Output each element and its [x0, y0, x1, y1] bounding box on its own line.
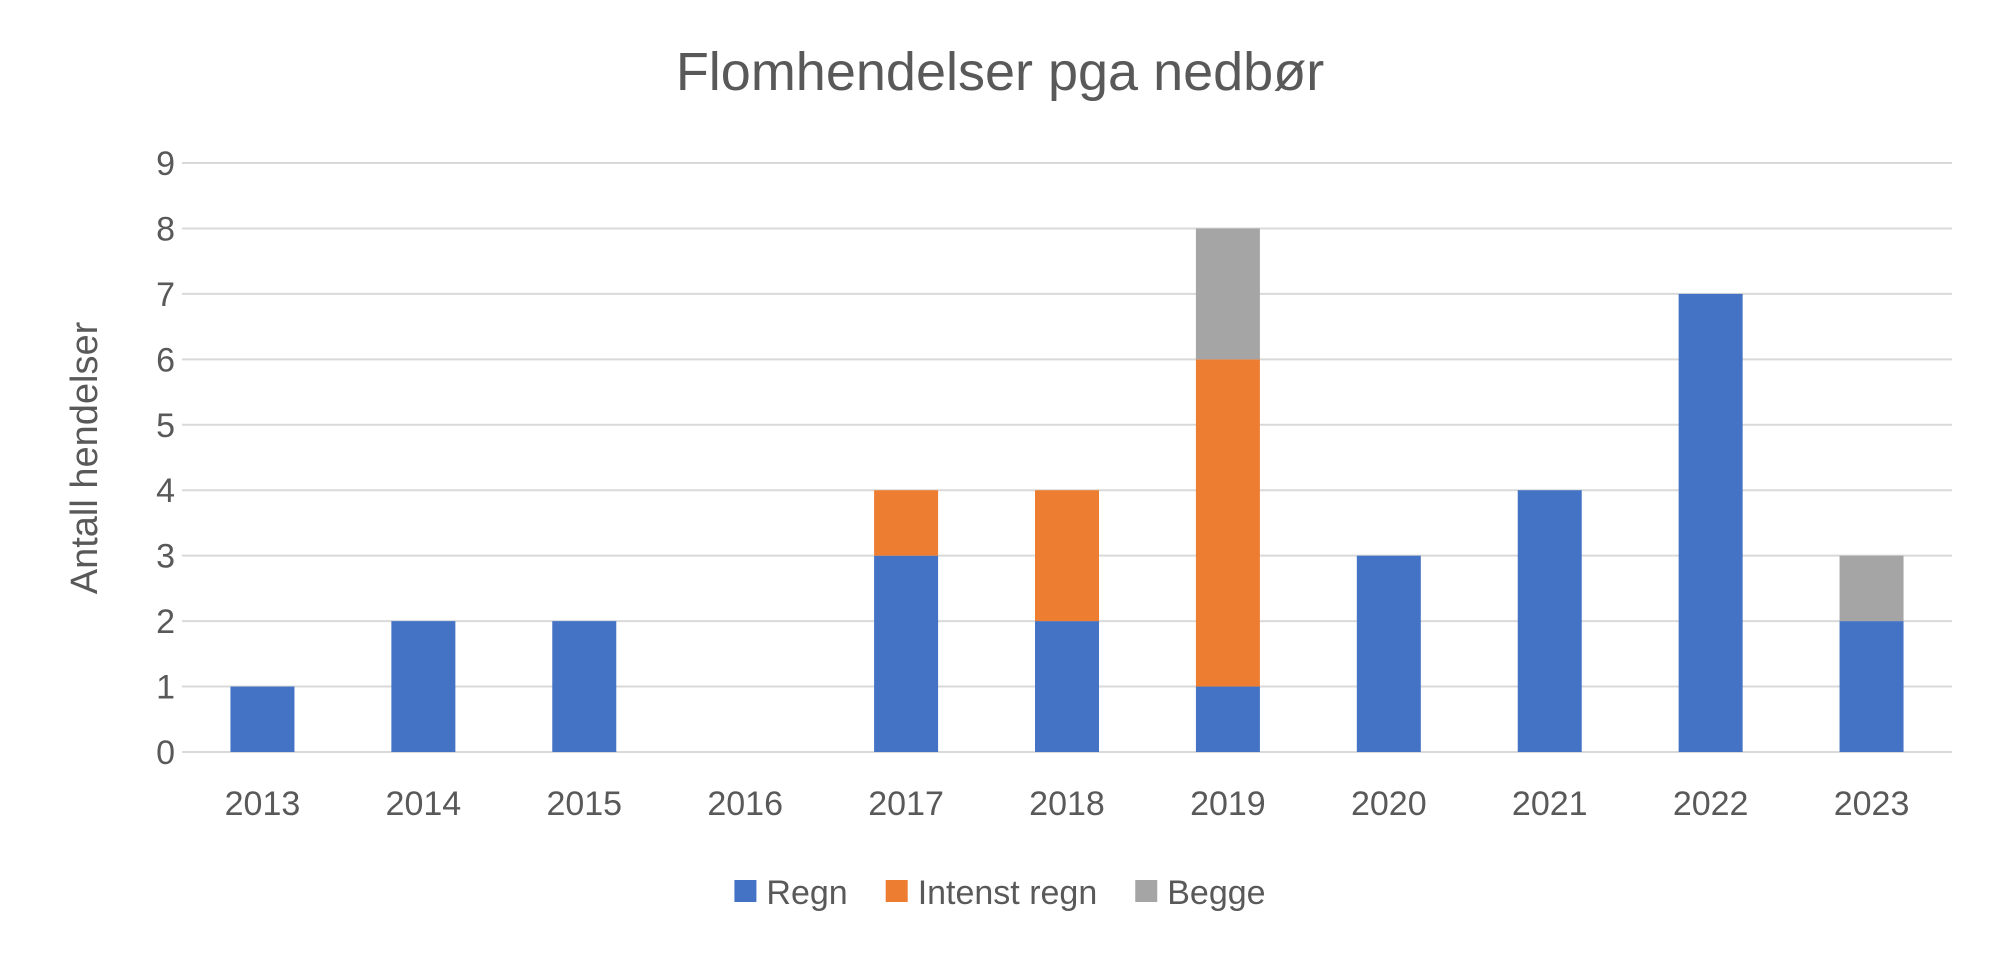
legend-swatch-begge	[1135, 880, 1158, 902]
bar-2015-regn	[552, 621, 617, 752]
bar-2023-regn	[1839, 621, 1904, 752]
bar-2018-regn	[1035, 621, 1099, 752]
x-tick-2017: 2017	[868, 785, 944, 823]
y-tick-5: 5	[156, 407, 175, 445]
bar-2017-regn	[874, 555, 939, 752]
bar-2021-regn	[1517, 490, 1582, 752]
bar-2019-intenst-regn	[1195, 359, 1260, 687]
x-tick-2014: 2014	[386, 785, 462, 823]
y-tick-6: 6	[156, 341, 175, 379]
x-axis-ticks: 2013 2014 2015 2016 2017 2018 2019 2020 2021 2022…	[225, 785, 1910, 823]
legend-swatch-intenst-regn	[885, 880, 908, 902]
bar-2022-regn	[1678, 293, 1743, 752]
x-tick-2020: 2020	[1351, 785, 1427, 823]
y-tick-4: 4	[156, 472, 175, 510]
bar-2014-regn	[391, 621, 456, 752]
legend-label-intenst-regn: Intenst regn	[918, 874, 1098, 912]
x-tick-2016: 2016	[707, 785, 783, 823]
y-axis-label: Antall hendelser	[64, 321, 106, 594]
y-tick-8: 8	[156, 210, 175, 248]
legend: Regn Intenst regn Begge	[734, 874, 1266, 912]
x-tick-2019: 2019	[1190, 785, 1266, 823]
bar-2023-begge	[1839, 555, 1904, 622]
x-tick-2013: 2013	[225, 785, 301, 823]
x-tick-2023: 2023	[1834, 785, 1910, 823]
x-tick-2018: 2018	[1029, 785, 1105, 823]
bar-2020-regn	[1356, 555, 1421, 752]
y-axis-ticks: 0 1 2 3 4 5 6 7 8 9	[156, 145, 175, 772]
bar-2017-intenst-regn	[874, 490, 939, 556]
legend-swatch-regn	[734, 880, 757, 902]
legend-label-begge: Begge	[1167, 874, 1265, 912]
y-tick-0: 0	[156, 734, 175, 772]
x-tick-2021: 2021	[1512, 785, 1588, 823]
x-tick-2015: 2015	[546, 785, 622, 823]
legend-label-regn: Regn	[766, 874, 847, 912]
x-tick-2022: 2022	[1673, 785, 1749, 823]
bar-2019-begge	[1195, 228, 1260, 360]
y-tick-1: 1	[156, 669, 175, 707]
bar-2013-regn	[230, 686, 295, 752]
y-tick-9: 9	[156, 145, 175, 183]
y-tick-3: 3	[156, 538, 175, 576]
y-tick-7: 7	[156, 276, 175, 314]
bar-2018-intenst-regn	[1035, 490, 1099, 622]
bars	[230, 228, 1904, 752]
y-tick-2: 2	[156, 603, 175, 641]
bar-2019-regn	[1195, 686, 1260, 752]
chart-title: Flomhendelser pga nedbør	[676, 42, 1324, 102]
